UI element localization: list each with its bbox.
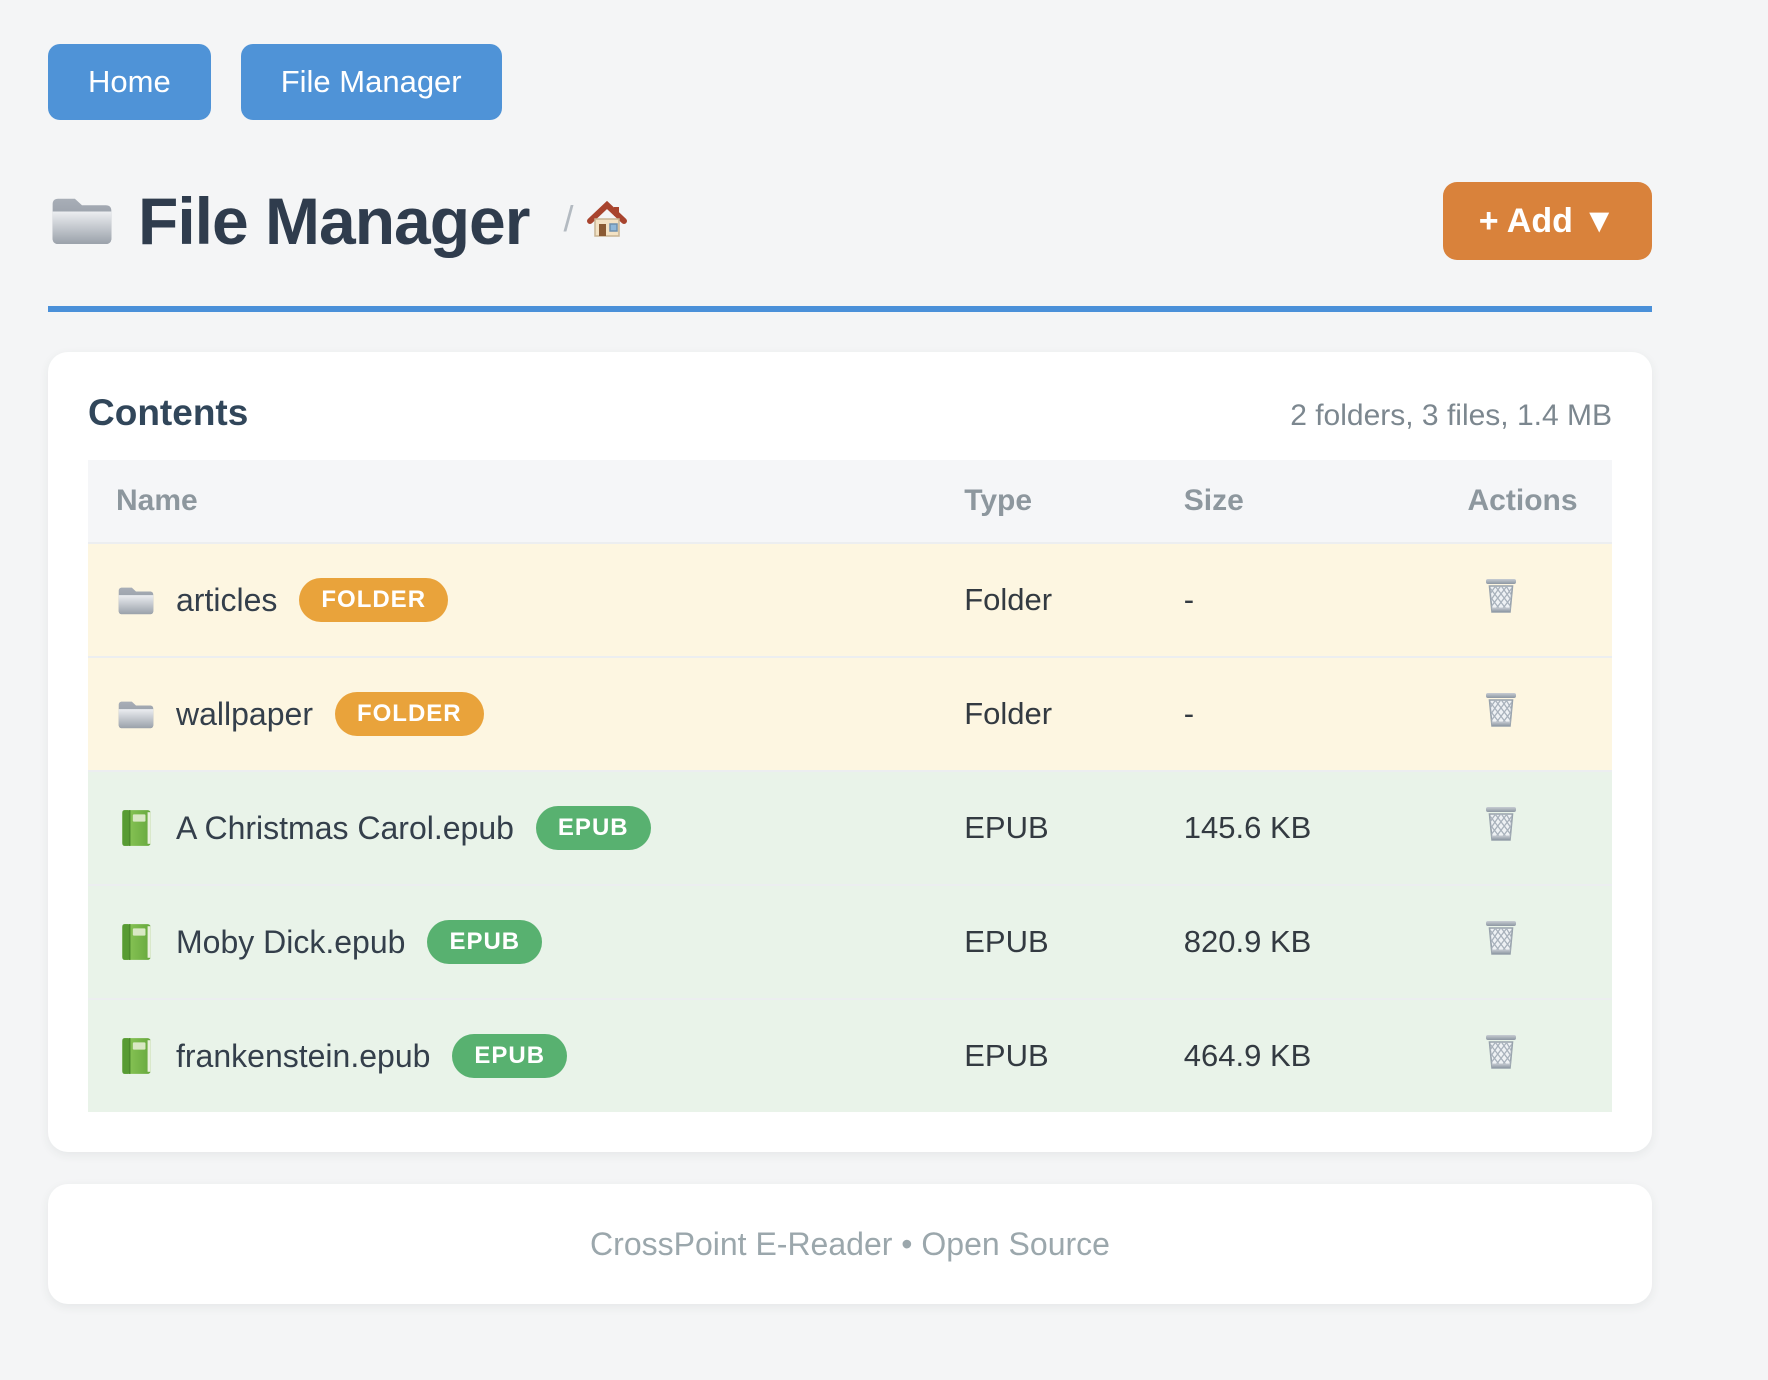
green-book-icon: [116, 808, 156, 848]
cell-size: -: [1183, 582, 1195, 617]
name-cell: wallpaper FOLDER: [116, 658, 936, 770]
green-book-icon: [116, 1036, 156, 1076]
cell-size: 145.6 KB: [1183, 810, 1312, 845]
folder-icon: [48, 192, 116, 250]
delete-button[interactable]: [1483, 918, 1519, 958]
table-row[interactable]: wallpaper FOLDER Folder -: [88, 657, 1612, 771]
breadcrumb: /: [563, 198, 628, 244]
home-icon[interactable]: [587, 200, 628, 240]
file-name[interactable]: A Christmas Carol.epub: [176, 809, 514, 846]
page: Home File Manager File Manager /: [48, 0, 1652, 1304]
green-book-icon: [116, 922, 156, 962]
footer: CrossPoint E-Reader • Open Source: [48, 1184, 1652, 1304]
contents-table-head: Name Type Size Actions: [88, 460, 1612, 543]
page-title: File Manager: [138, 184, 530, 258]
trash-icon: [1483, 576, 1519, 616]
type-badge: EPUB: [452, 1034, 568, 1078]
breadcrumb-separator: /: [563, 198, 574, 239]
cell-size: -: [1183, 696, 1195, 731]
type-badge: EPUB: [535, 806, 651, 850]
table-row[interactable]: Moby Dick.epub EPUB EPUB 820.9 KB: [88, 885, 1612, 999]
trash-icon: [1483, 804, 1519, 844]
cell-type: EPUB: [964, 1038, 1049, 1073]
column-header-size: Size: [1183, 484, 1244, 517]
title-wrap: File Manager /: [48, 183, 628, 259]
type-badge: EPUB: [427, 920, 543, 964]
column-header-name: Name: [116, 484, 198, 517]
delete-button[interactable]: [1483, 690, 1519, 730]
cell-type: Folder: [964, 582, 1053, 617]
contents-table-body: articles FOLDER Folder -: [88, 543, 1612, 1112]
contents-card: Contents 2 folders, 3 files, 1.4 MB Name…: [48, 352, 1652, 1152]
name-cell: frankenstein.epub EPUB: [116, 1000, 936, 1112]
column-header-actions: Actions: [1467, 484, 1578, 517]
contents-table: Name Type Size Actions: [88, 460, 1612, 1112]
delete-button[interactable]: [1483, 1032, 1519, 1072]
cell-type: EPUB: [964, 810, 1049, 845]
top-nav: Home File Manager: [48, 0, 1652, 120]
name-cell: Moby Dick.epub EPUB: [116, 886, 936, 998]
type-badge: FOLDER: [299, 578, 449, 622]
folder-icon: [116, 580, 156, 620]
page-header: File Manager / + Add ▼: [48, 182, 1652, 260]
column-header-type: Type: [964, 484, 1033, 517]
nav-home-button[interactable]: Home: [48, 44, 211, 120]
file-name[interactable]: articles: [176, 581, 278, 618]
add-button[interactable]: + Add ▼: [1442, 182, 1652, 260]
nav-file-manager-button[interactable]: File Manager: [240, 44, 502, 120]
name-cell: A Christmas Carol.epub EPUB: [116, 772, 936, 884]
title-rule: [48, 306, 1652, 312]
type-badge: FOLDER: [334, 692, 484, 736]
delete-button[interactable]: [1483, 804, 1519, 844]
table-row[interactable]: articles FOLDER Folder -: [88, 543, 1612, 657]
folder-icon: [116, 694, 156, 734]
delete-button[interactable]: [1483, 576, 1519, 616]
cell-type: EPUB: [964, 924, 1049, 959]
file-name[interactable]: wallpaper: [176, 695, 313, 732]
cell-size: 464.9 KB: [1183, 1038, 1312, 1073]
cell-size: 820.9 KB: [1183, 924, 1312, 959]
cell-type: Folder: [964, 696, 1053, 731]
table-row[interactable]: A Christmas Carol.epub EPUB EPUB 145.6 K…: [88, 771, 1612, 885]
contents-heading: Contents: [88, 392, 249, 433]
contents-card-header: Contents 2 folders, 3 files, 1.4 MB: [88, 392, 1612, 434]
file-name[interactable]: frankenstein.epub: [176, 1037, 431, 1074]
trash-icon: [1483, 918, 1519, 958]
trash-icon: [1483, 1032, 1519, 1072]
trash-icon: [1483, 690, 1519, 730]
contents-summary: 2 folders, 3 files, 1.4 MB: [1290, 399, 1612, 432]
footer-text: CrossPoint E-Reader • Open Source: [590, 1225, 1110, 1262]
file-name[interactable]: Moby Dick.epub: [176, 923, 406, 960]
table-row[interactable]: frankenstein.epub EPUB EPUB 464.9 KB: [88, 999, 1612, 1112]
name-cell: articles FOLDER: [116, 544, 936, 656]
